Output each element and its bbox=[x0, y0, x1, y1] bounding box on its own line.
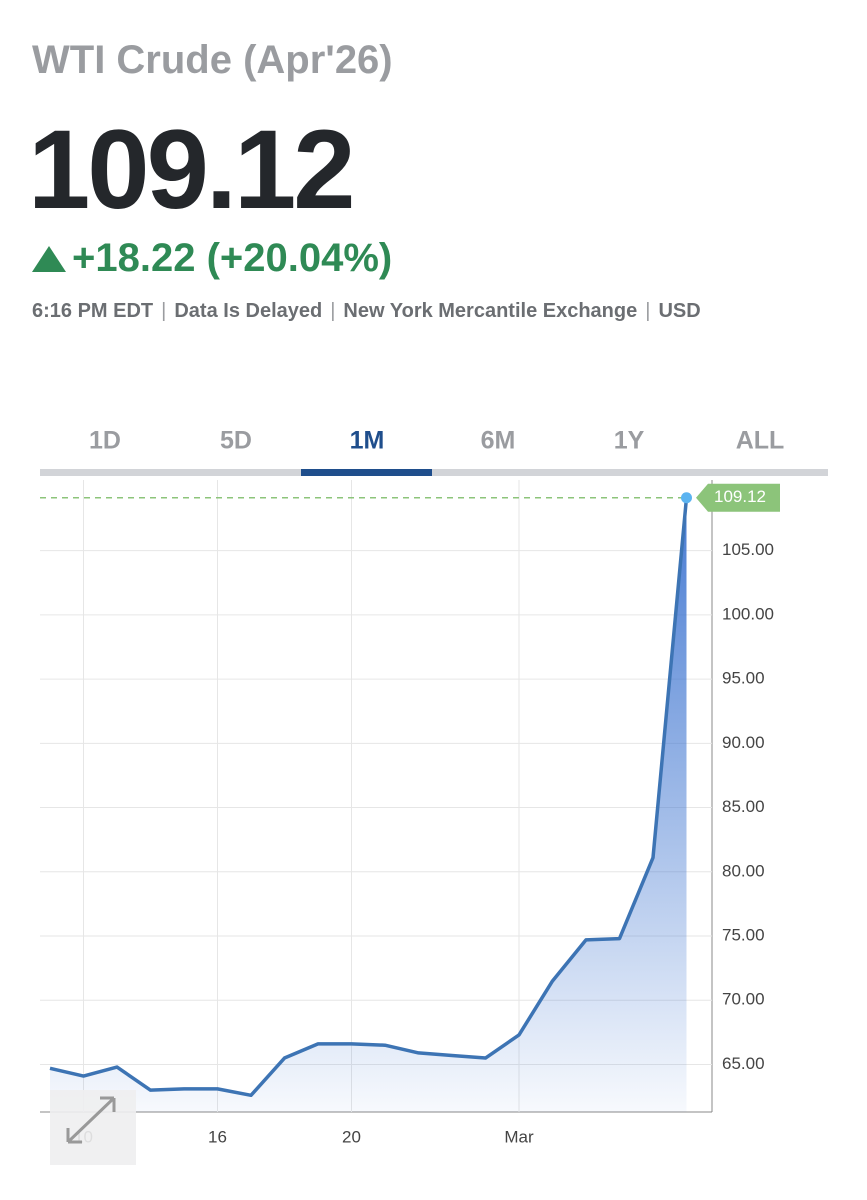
y-tick-label: 80.00 bbox=[722, 861, 765, 880]
expand-icon bbox=[66, 1096, 116, 1144]
x-tick-label: 20 bbox=[342, 1127, 361, 1146]
line bbox=[49, 497, 689, 1098]
range-tab[interactable]: ALL bbox=[736, 427, 785, 455]
meta-item: New York Mercantile Exchange bbox=[343, 300, 638, 322]
y-tick-label: 105.00 bbox=[722, 540, 774, 559]
y-tick-label: 95.00 bbox=[722, 669, 765, 688]
area bbox=[50, 497, 687, 1113]
x-tick-label: 16 bbox=[208, 1127, 227, 1146]
y-tick-label: 85.00 bbox=[722, 797, 765, 816]
meta-item: USD bbox=[658, 300, 701, 322]
last-value-tag bbox=[696, 483, 780, 512]
tab-bar bbox=[40, 469, 828, 476]
up-arrow bbox=[32, 245, 66, 272]
y-tick-label: 70.00 bbox=[722, 990, 765, 1009]
change-row: +18.22 (+20.04%) bbox=[32, 236, 392, 281]
range-tab[interactable]: 1Y bbox=[614, 427, 645, 455]
y-tick-label: 100.00 bbox=[722, 604, 774, 623]
y-tick-label: 65.00 bbox=[722, 1054, 765, 1073]
change: +18.22 (+20.04%) bbox=[72, 236, 393, 280]
range-tab[interactable]: 5D bbox=[220, 427, 252, 455]
active-tab-indicator bbox=[301, 469, 432, 476]
y-tick-label: 90.00 bbox=[722, 733, 765, 752]
range-tab[interactable]: 1D bbox=[89, 427, 121, 455]
y-tick-label: 75.00 bbox=[722, 926, 765, 945]
price: 109.12 bbox=[28, 107, 356, 232]
range-tab[interactable]: 6M bbox=[481, 427, 516, 455]
last-value-label: 109.12 bbox=[714, 487, 766, 506]
meta-item: Data Is Delayed bbox=[174, 300, 323, 322]
x-tick-label: Mar bbox=[504, 1127, 534, 1146]
range-tab[interactable]: 1M bbox=[350, 427, 385, 455]
meta-item: 6:16 PM EDT bbox=[32, 300, 154, 322]
meta-row: 6:16 PM EDT | Data Is Delayed | New York Mer… bbox=[32, 300, 701, 322]
last-point bbox=[681, 492, 692, 504]
instrument-title: WTI Crude (Apr'26) bbox=[32, 38, 393, 82]
expand-button[interactable] bbox=[50, 1090, 136, 1165]
